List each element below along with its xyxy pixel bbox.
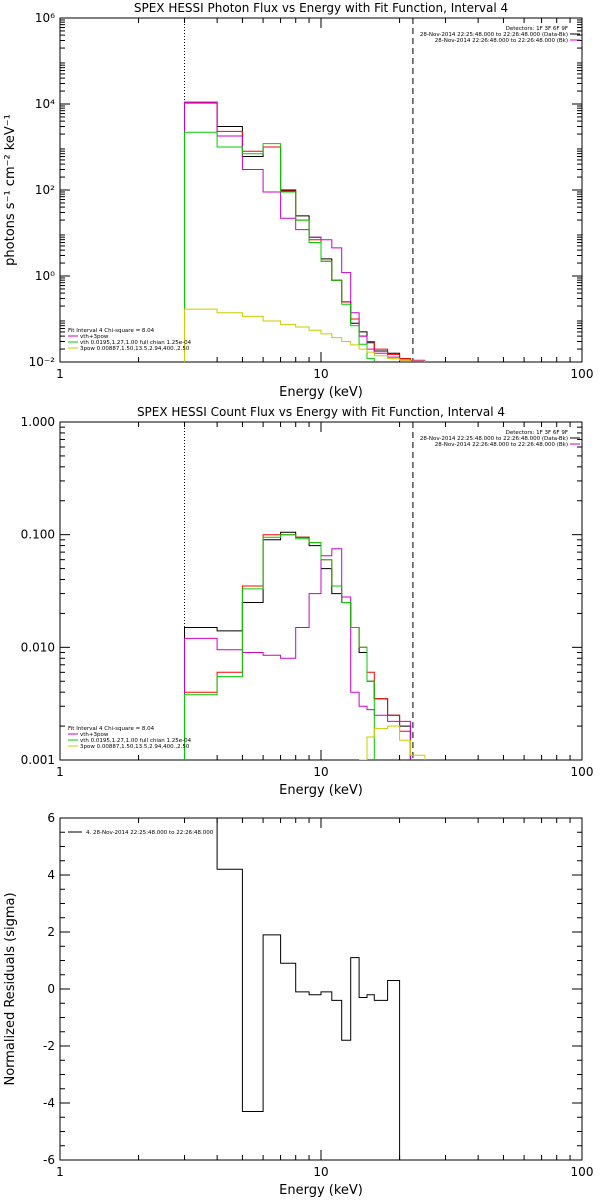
x-axis-label: Energy (keV) <box>279 1183 363 1198</box>
y-tick-label: 10⁴ <box>35 97 55 111</box>
count-flux-panel: SPEX HESSI Count Flux vs Energy with Fit… <box>21 405 594 798</box>
plot-area <box>184 531 426 760</box>
y-tick-label: 10⁻² <box>29 355 56 369</box>
x-tick-label: 100 <box>571 765 594 779</box>
legend-header: Fit Interval 4 Chi-square = 8.04 <box>68 726 155 732</box>
legend-header: Detectors: 1F 3F 6F 9F <box>506 430 568 436</box>
x-axis-label: Energy (keV) <box>279 385 363 400</box>
legend-header: Fit Interval 4 Chi-square = 8.04 <box>68 328 155 334</box>
series-line-0 <box>184 531 411 760</box>
legend-entry: 28-Nov-2014 22:25:48.000 to 22:26:48.000… <box>420 32 568 38</box>
x-tick-label: 10 <box>313 1165 328 1179</box>
plot-frame <box>59 817 583 1161</box>
y-tick-label: -2 <box>43 1039 55 1053</box>
x-tick-label: 1 <box>56 765 64 779</box>
y-axis-label: Normalized Residuals (sigma) <box>3 892 18 1085</box>
legend: 4. 28-Nov-2014 22:25:48.000 to 22:26:48.… <box>68 830 214 836</box>
x-tick-label: 100 <box>571 1165 594 1179</box>
x-tick-label: 10 <box>313 765 328 779</box>
series-line-0 <box>184 818 401 1160</box>
legend-header: Detectors: 1F 3F 6F 9F <box>506 26 568 32</box>
legend-entry: 28-Nov-2014 22:25:48.000 to 22:26:48.000… <box>420 436 568 442</box>
series-line-2 <box>184 101 426 362</box>
series-line-1 <box>184 102 411 362</box>
plot-area <box>184 818 401 1160</box>
x-tick-label: 1 <box>56 367 64 381</box>
legend-entry: vth+3pow <box>80 334 109 340</box>
series-line-3 <box>184 534 375 760</box>
legend-entry: 28-Nov-2014 22:26:48.000 to 22:26:48.000… <box>435 442 568 448</box>
legend-entry: 28-Nov-2014 22:26:48.000 to 22:26:48.000… <box>435 38 568 44</box>
plot-frame <box>59 17 583 363</box>
y-tick-label: 0.010 <box>21 640 55 654</box>
legend-entry: vth+3pow <box>80 732 109 738</box>
y-tick-label: 0.100 <box>21 528 55 542</box>
y-tick-label: 4 <box>47 868 55 882</box>
y-tick-label: 0 <box>47 982 55 996</box>
series-line-4 <box>184 308 426 362</box>
y-axis-label: photons s⁻¹ cm⁻² keV⁻¹ <box>3 114 18 266</box>
series-line-1 <box>184 534 411 760</box>
legend-entry: vth 0.0195,1.27,1.00 full chian 1.25e-04 <box>80 738 192 744</box>
y-tick-label: 0.001 <box>21 753 55 767</box>
y-tick-label: 1.000 <box>21 415 55 429</box>
x-tick-label: 10 <box>313 367 328 381</box>
series-line-0 <box>184 101 411 362</box>
legend-entry: 3pow 0.00887,1.50,13.5,2.94,400.,2.50 <box>80 744 190 750</box>
series-line-4 <box>359 725 426 760</box>
legend-entry: 3pow 0.00887,1.50,13.5,2.94,400.,2.50 <box>80 346 190 352</box>
series-line-3 <box>184 131 375 362</box>
y-tick-label: 6 <box>47 811 55 825</box>
chart-title: SPEX HESSI Photon Flux vs Energy with Fi… <box>134 1 508 15</box>
y-tick-label: 10⁶ <box>35 11 55 25</box>
plot-area <box>184 101 426 362</box>
x-tick-label: 100 <box>571 367 594 381</box>
y-tick-label: 10⁰ <box>35 269 55 283</box>
chart-title: SPEX HESSI Count Flux vs Energy with Fit… <box>137 405 505 419</box>
y-tick-label: -6 <box>43 1153 55 1167</box>
x-tick-label: 1 <box>56 1165 64 1179</box>
y-tick-label: -4 <box>43 1096 55 1110</box>
legend-entry: 4. 28-Nov-2014 22:25:48.000 to 22:26:48.… <box>86 830 214 836</box>
x-axis-label: Energy (keV) <box>279 783 363 798</box>
y-tick-label: 2 <box>47 925 55 939</box>
residuals-panel: 1 10 100 Energy (keV) -6 -4 -2 0 2 4 6 Normalized R… <box>3 811 593 1198</box>
y-tick-label: 10² <box>35 183 55 197</box>
legend-entry: vth 0.0195,1.27,1.00 full chian 1.25e-04 <box>80 340 192 346</box>
photon-flux-panel: SPEX HESSI Photon Flux vs Energy with Fi… <box>3 1 593 400</box>
